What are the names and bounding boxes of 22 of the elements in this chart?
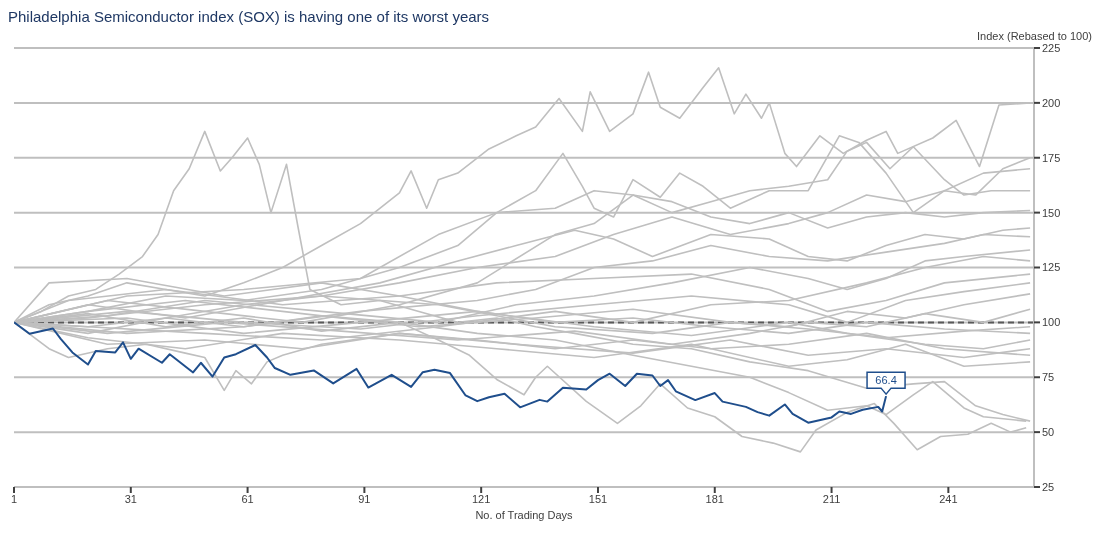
chart-title: Philadelphia Semiconductor index (SOX) is having one of its worst years — [8, 8, 491, 27]
x-tick-label: 91 — [358, 492, 371, 505]
y-tick-label: 125 — [1042, 261, 1061, 274]
x-axis-title: No. of Trading Days — [475, 509, 574, 521]
x-tick-label: 151 — [588, 492, 608, 505]
y-tick-label: 100 — [1042, 316, 1061, 329]
y-tick-label: 200 — [1042, 96, 1061, 109]
y-tick-label: 225 — [1042, 41, 1061, 54]
y-tick-label: 75 — [1042, 371, 1055, 384]
x-tick-label: 31 — [124, 492, 137, 505]
x-tick-label: 211 — [822, 492, 841, 505]
x-tick-label: 181 — [705, 492, 724, 505]
y-tick-label: 150 — [1042, 206, 1061, 219]
y-tick-label: 50 — [1042, 426, 1055, 439]
x-tick-label: 61 — [241, 492, 254, 505]
y-tick-label: 175 — [1042, 151, 1061, 164]
x-tick-label: 241 — [939, 492, 958, 505]
x-tick-label: 121 — [472, 492, 491, 505]
data-label: 66.4 — [875, 374, 897, 387]
x-tick-label: 1 — [10, 492, 18, 505]
y-axis-title: Index (Rebased to 100) — [977, 30, 1092, 42]
y-tick-label: 25 — [1042, 480, 1055, 493]
